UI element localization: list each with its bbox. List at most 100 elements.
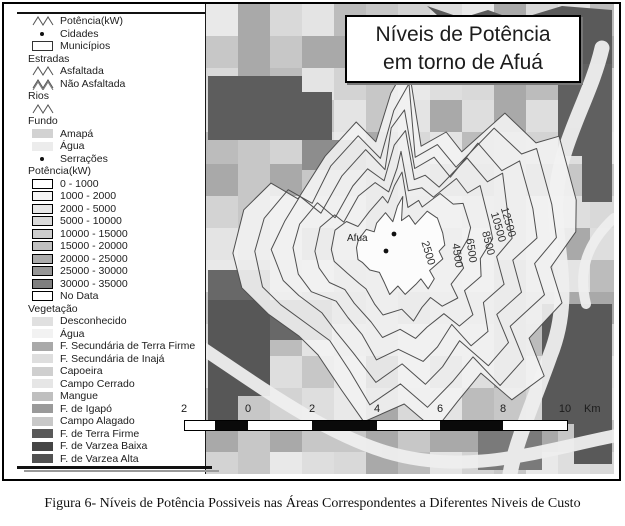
legend-item: Serrações (18, 153, 204, 166)
legend-item: F. de Varzea Alta (18, 453, 204, 466)
contour-ring (356, 196, 446, 295)
contour-ring (292, 130, 513, 362)
color-swatch (32, 341, 53, 351)
map-title-box: Níveis de Potência em torno de Afuá (345, 15, 581, 83)
legend-label: Água (60, 327, 85, 340)
scale-tick-label: 10 (558, 403, 572, 415)
legend-label: F. de Varzea Baixa (60, 440, 148, 453)
town-markers: Afua (347, 231, 397, 254)
scale-bar-segment (248, 421, 312, 430)
legend-label: 0 - 1000 (60, 177, 99, 190)
color-swatch (32, 141, 53, 151)
legend-section-header: Rios (18, 90, 204, 103)
legend-item: No Data (18, 290, 204, 303)
legend-swatch (32, 216, 56, 227)
legend-item: Mangue (18, 390, 204, 403)
legend-swatch (32, 453, 56, 464)
legend-item: 2000 - 5000 (18, 203, 204, 216)
contour-ring (314, 150, 494, 339)
line-icon (32, 103, 56, 114)
legend-item: Água (18, 328, 204, 341)
color-swatch (32, 454, 53, 464)
legend-item: Asfaltada (18, 65, 204, 78)
legend-label: 5000 - 10000 (60, 215, 122, 228)
color-swatch (32, 429, 53, 439)
legend-swatch (32, 291, 56, 302)
color-swatch (32, 278, 53, 289)
legend-panel: Potência(kW) Cidades Municípios Estradas Asf… (18, 15, 204, 465)
legend-swatch (32, 178, 56, 189)
legend-label: F. de Terra Firme (60, 427, 140, 440)
color-swatch (32, 253, 53, 264)
legend-label: Não Asfaltada (60, 77, 126, 90)
legend-label: Potência(kW) (28, 165, 92, 178)
contour-value-label: 8500 (479, 230, 497, 257)
legend-label: Campo Alagado (60, 415, 135, 428)
legend-label: Asfaltada (60, 65, 104, 78)
legend-label: F. Secundária de Terra Firme (60, 340, 196, 353)
legend-swatch (32, 228, 56, 239)
legend-label: Municípios (60, 40, 111, 53)
color-swatch (32, 379, 53, 389)
legend-item: Amapá (18, 128, 204, 141)
legend-swatch (32, 203, 56, 214)
legend-label: Potência(kW) (60, 15, 124, 28)
figure-caption: Figura 6- Níveis de Potência Possiveis n… (44, 496, 581, 511)
legend-item: F. de Terra Firme (18, 428, 204, 441)
river-bands (206, 40, 614, 474)
scale-tick-label: 8 (499, 403, 507, 415)
scale-bar-unit: Km (584, 403, 601, 415)
legend-bottom-shadow (24, 470, 219, 472)
scale-bar-segment (440, 421, 503, 430)
legend-label: Fundo (28, 115, 58, 128)
legend-section-header: Vegetação (18, 303, 204, 316)
power-contours (232, 62, 577, 431)
contour-ring (330, 171, 472, 322)
legend-label: Vegetação (28, 302, 78, 315)
scale-bar-segment (312, 421, 377, 430)
scale-tick-label: 2 (180, 403, 188, 415)
line-icon (32, 16, 56, 27)
scale-bar: Km 2 0 2 4 6 8 10 (180, 403, 616, 435)
legend-swatch (32, 441, 56, 452)
city-dot-icon (32, 28, 56, 39)
color-swatch (32, 228, 53, 239)
legend-swatch (32, 266, 56, 277)
color-swatch (32, 291, 53, 302)
color-swatch (32, 216, 53, 227)
legend-label: F. Secundária de Inajá (60, 352, 165, 365)
legend-item: 20000 - 25000 (18, 253, 204, 266)
legend-item: Não Asfaltada (18, 78, 204, 91)
scale-tick-label: 0 (244, 403, 252, 415)
legend-swatch (32, 428, 56, 439)
legend-item: F. Secundária de Terra Firme (18, 340, 204, 353)
legend-item: 1000 - 2000 (18, 190, 204, 203)
legend-label: F. de Igapó (60, 402, 112, 415)
legend-label: 15000 - 20000 (60, 240, 128, 253)
color-swatch (32, 203, 53, 214)
color-swatch (32, 329, 53, 339)
legend-swatch (32, 328, 56, 339)
color-swatch (32, 129, 53, 139)
color-swatch (32, 366, 53, 376)
color-swatch (32, 354, 53, 364)
legend-item: Campo Alagado (18, 415, 204, 428)
contour-ring (254, 83, 557, 408)
legend-swatch (32, 316, 56, 327)
legend-swatch (32, 241, 56, 252)
scale-bar-segment (215, 421, 248, 430)
map-title-line2: em torno de Afuá (383, 51, 543, 74)
color-swatch (32, 416, 53, 426)
legend-swatch (32, 278, 56, 289)
legend-item: 30000 - 35000 (18, 278, 204, 291)
legend-swatch (32, 128, 56, 139)
legend-swatch (32, 141, 56, 152)
scale-bar-segment (185, 421, 215, 430)
legend-label: 30000 - 35000 (60, 277, 128, 290)
double-line-icon (32, 78, 56, 90)
legend-item: 10000 - 15000 (18, 228, 204, 241)
color-swatch (32, 404, 53, 414)
legend-section-header: Estradas (18, 53, 204, 66)
color-swatch (32, 178, 53, 189)
legend-label: Cidades (60, 27, 99, 40)
